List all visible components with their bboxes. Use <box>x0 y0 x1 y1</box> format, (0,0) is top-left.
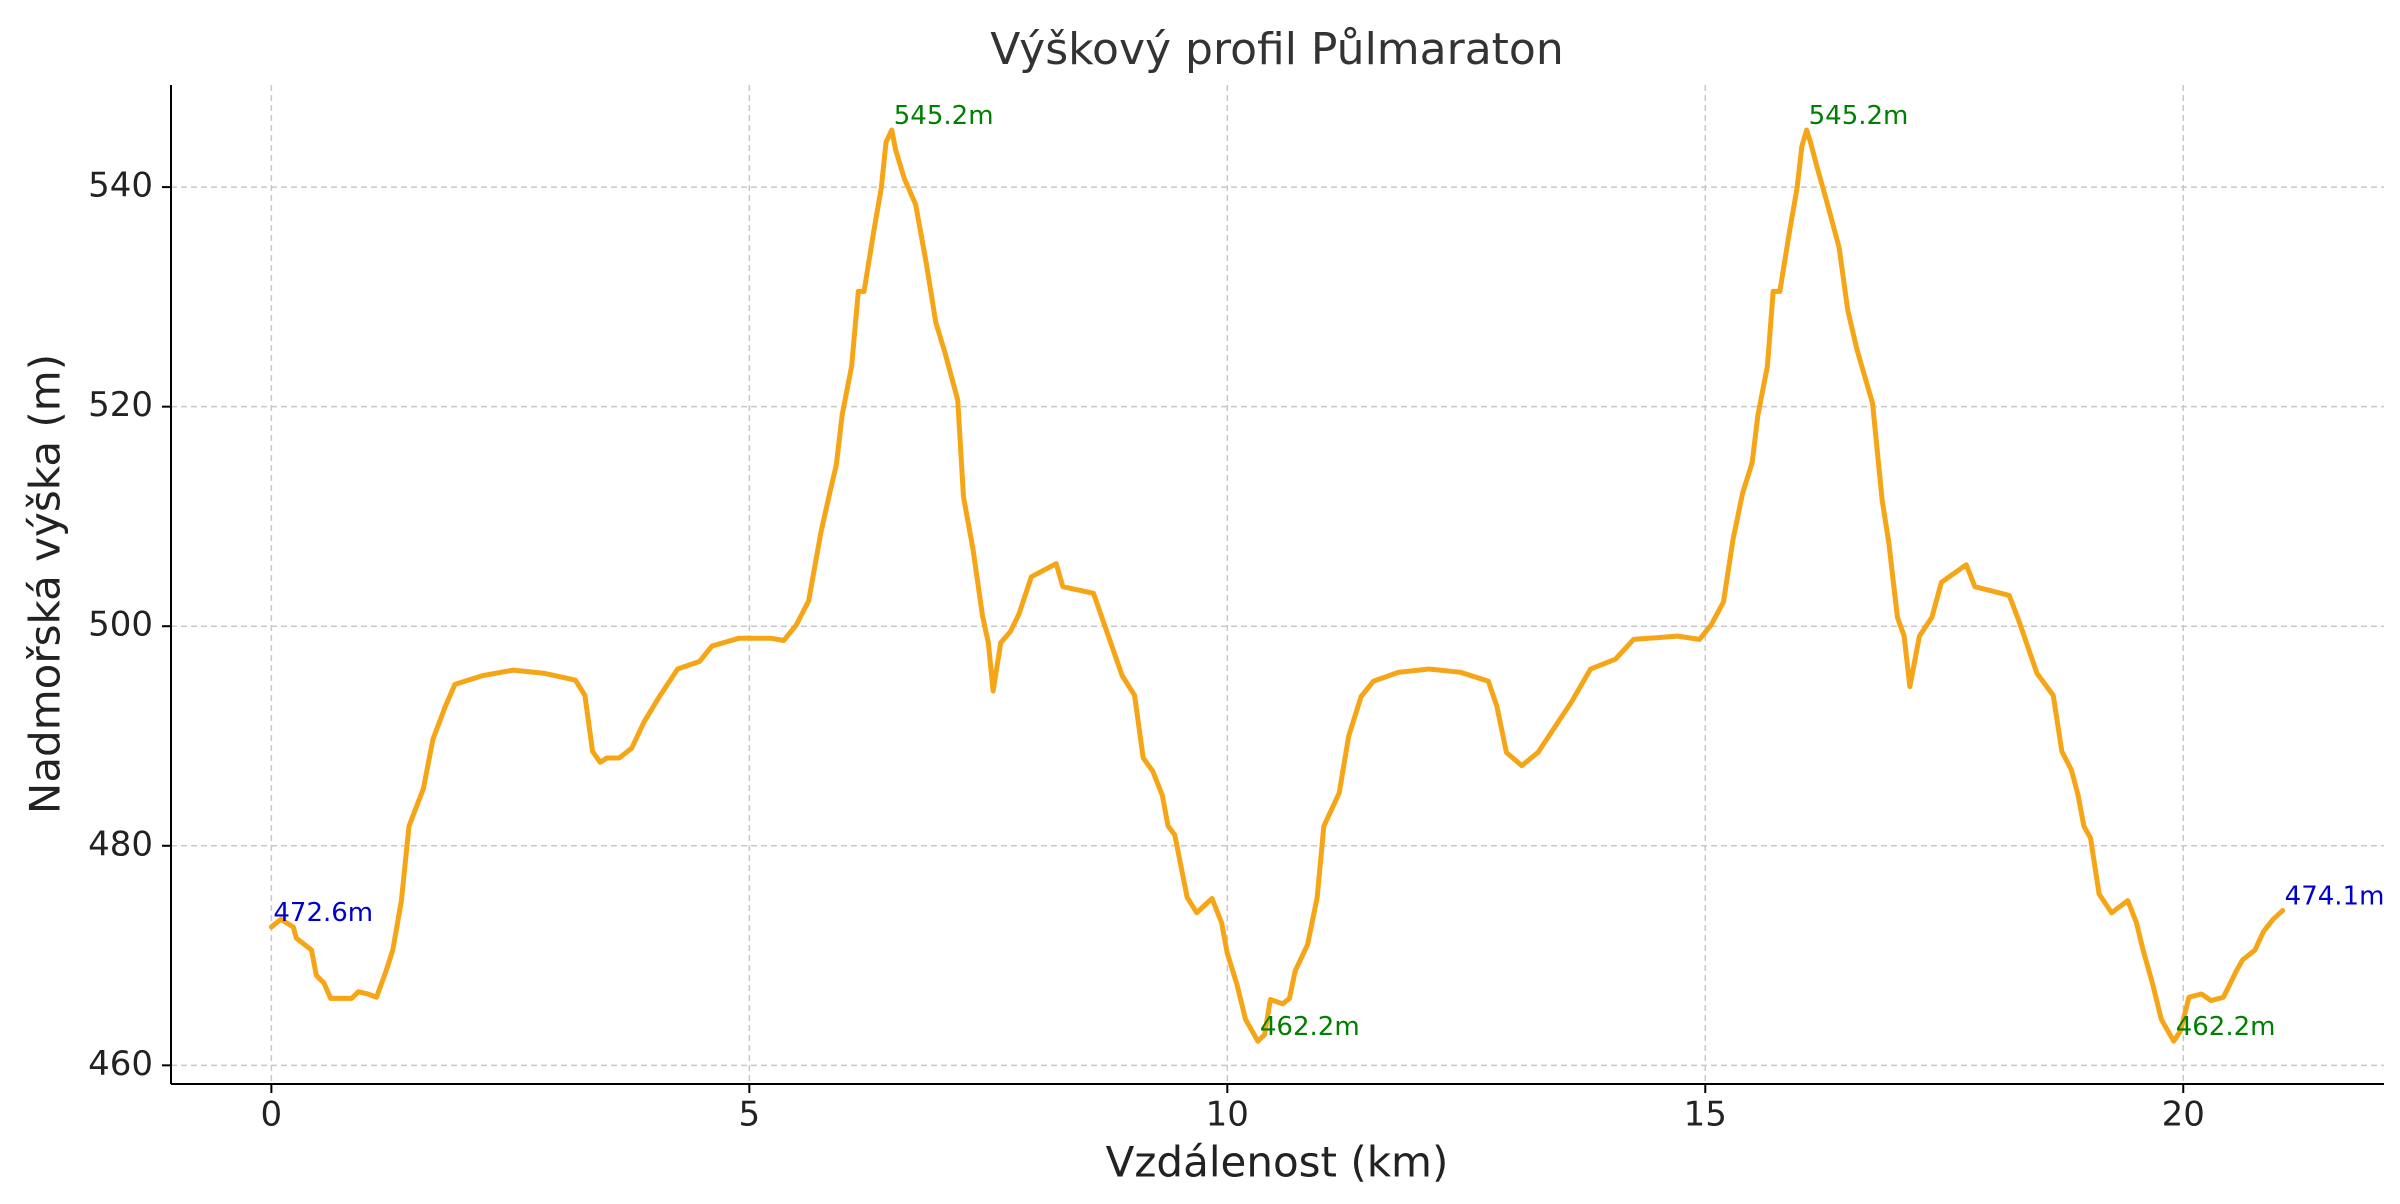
y-tick-label: 500 <box>88 605 153 645</box>
y-tick-label: 480 <box>88 824 153 864</box>
annotation: 545.2m <box>1809 101 1909 131</box>
y-tick-label: 460 <box>88 1044 153 1084</box>
x-tick-label: 10 <box>1206 1095 1249 1135</box>
x-tick-label: 5 <box>739 1095 761 1135</box>
y-tick-label: 540 <box>88 166 153 206</box>
x-tick-label: 20 <box>2162 1095 2205 1135</box>
annotation: 474.1m <box>2285 882 2385 912</box>
annotation: 462.2m <box>1260 1012 1360 1042</box>
annotation: 545.2m <box>894 101 994 131</box>
y-axis-label: Nadmořská výška (m) <box>21 354 70 814</box>
annotation: 472.6m <box>273 898 373 928</box>
elevation-line <box>268 127 2286 1044</box>
x-tick-label: 0 <box>261 1095 283 1135</box>
x-axis-label: Vzdálenost (km) <box>1106 1138 1449 1187</box>
x-tick-label: 15 <box>1684 1095 1727 1135</box>
chart-title: Výškový profil Půlmaraton <box>990 24 1563 75</box>
y-tick-label: 520 <box>88 385 153 425</box>
annotation: 462.2m <box>2176 1012 2276 1042</box>
